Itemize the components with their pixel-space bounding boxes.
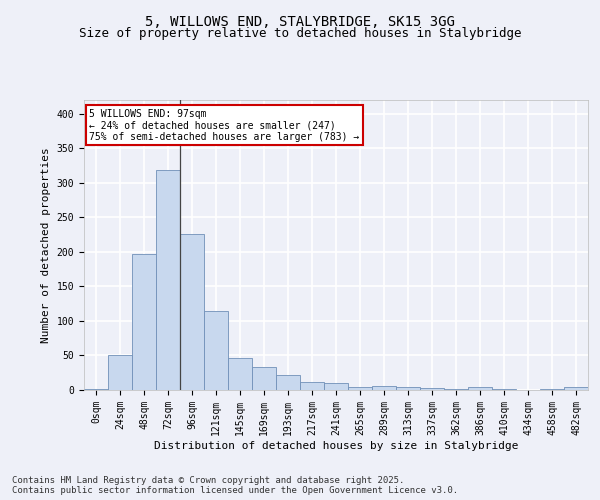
Bar (204, 310, 228, 390)
Bar (156, 170, 180, 390)
Text: 5, WILLOWS END, STALYBRIDGE, SK15 3GG: 5, WILLOWS END, STALYBRIDGE, SK15 3GG (145, 15, 455, 29)
Bar (372, 386, 396, 390)
Bar (300, 382, 324, 390)
Bar (564, 387, 588, 390)
Bar (420, 388, 444, 390)
Bar (228, 358, 252, 390)
Text: Contains public sector information licensed under the Open Government Licence v3: Contains public sector information licen… (12, 486, 458, 495)
Bar (252, 367, 276, 390)
Y-axis label: Number of detached properties: Number of detached properties (41, 147, 51, 343)
X-axis label: Distribution of detached houses by size in Stalybridge: Distribution of detached houses by size … (154, 440, 518, 450)
Bar (324, 383, 348, 390)
Text: 5 WILLOWS END: 97sqm
← 24% of detached houses are smaller (247)
75% of semi-deta: 5 WILLOWS END: 97sqm ← 24% of detached h… (89, 108, 359, 142)
Bar (84, 388, 108, 390)
Bar (396, 387, 420, 390)
Bar (348, 386, 372, 390)
Text: Contains HM Land Registry data © Crown copyright and database right 2025.: Contains HM Land Registry data © Crown c… (12, 476, 404, 485)
Text: Size of property relative to detached houses in Stalybridge: Size of property relative to detached ho… (79, 28, 521, 40)
Bar (276, 375, 300, 390)
Bar (132, 254, 156, 390)
Bar (180, 234, 204, 390)
Bar (108, 355, 132, 390)
Bar (468, 387, 492, 390)
